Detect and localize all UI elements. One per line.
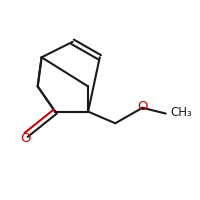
Text: O: O (20, 132, 30, 145)
Text: O: O (137, 100, 148, 113)
Text: CH₃: CH₃ (171, 106, 192, 119)
